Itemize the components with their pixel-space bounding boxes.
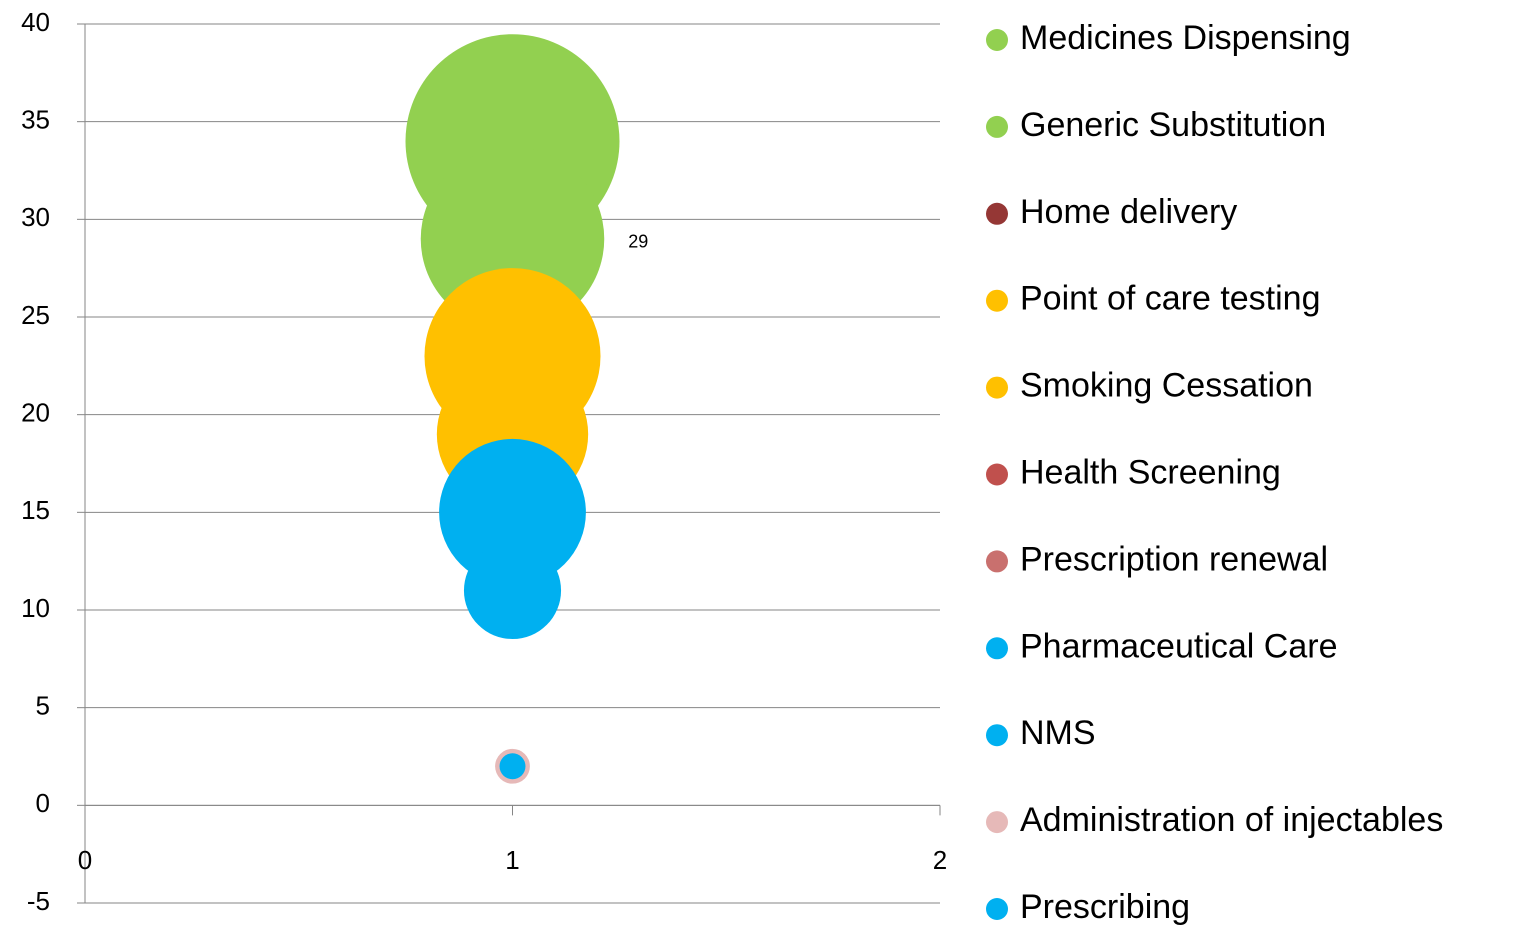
x-tick-label: 0 [78, 845, 92, 875]
y-tick-label: 0 [36, 788, 50, 818]
legend-label: Medicines Dispensing [1020, 19, 1351, 57]
x-tick-label: 2 [933, 845, 947, 875]
y-tick-label: 35 [21, 105, 50, 135]
bubble [499, 753, 526, 780]
y-tick-label: 5 [36, 691, 50, 721]
legend-marker [986, 29, 1008, 51]
legend-marker [986, 202, 1008, 225]
legend-label: NMS [1020, 714, 1096, 752]
legend-label: Smoking Cessation [1020, 367, 1313, 405]
bubble [439, 438, 586, 586]
legend-label: Generic Substitution [1020, 106, 1326, 144]
legend-marker [986, 811, 1008, 834]
y-tick-label: 10 [21, 593, 50, 623]
data-label: 29 [628, 232, 648, 252]
legend-marker [986, 898, 1008, 920]
legend-marker [986, 376, 1008, 399]
x-tick-label: 1 [505, 845, 519, 875]
y-tick-label: 15 [21, 495, 50, 525]
y-tick-label: 25 [21, 300, 50, 330]
y-tick-label: 40 [21, 7, 50, 37]
legend-label: Home delivery [1020, 193, 1237, 231]
bubble [463, 541, 562, 640]
legend-label: Prescription renewal [1020, 540, 1328, 578]
legend-label: Point of care testing [1020, 280, 1321, 318]
legend-marker [986, 724, 1008, 747]
legend-marker [986, 115, 1008, 138]
legend-label: Administration of injectables [1020, 801, 1443, 839]
legend-label: Pharmaceutical Care [1020, 627, 1337, 665]
legend-marker [986, 637, 1008, 660]
legend-label: Prescribing [1020, 888, 1190, 926]
legend-marker [986, 463, 1008, 486]
legend-marker [986, 550, 1008, 573]
y-tick-label: 30 [21, 202, 50, 232]
y-tick-label: 20 [21, 398, 50, 428]
y-tick-label: -5 [27, 886, 50, 916]
legend-label: Health Screening [1020, 453, 1281, 491]
legend-marker [986, 289, 1008, 312]
